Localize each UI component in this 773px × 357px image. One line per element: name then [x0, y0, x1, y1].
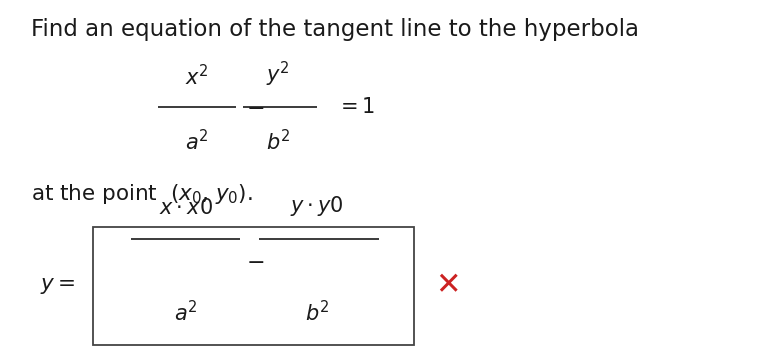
Text: $y^2$: $y^2$	[267, 60, 290, 89]
Text: $b^2$: $b^2$	[266, 129, 291, 154]
Text: at the point  ($x_0$, $y_0$).: at the point ($x_0$, $y_0$).	[31, 182, 253, 206]
Text: ✕: ✕	[436, 271, 461, 300]
Text: $x \cdot x0$: $x \cdot x0$	[158, 198, 213, 218]
Text: $-$: $-$	[246, 251, 264, 271]
Text: $y =$: $y =$	[40, 276, 76, 296]
Text: $x^2$: $x^2$	[186, 64, 209, 89]
Text: Find an equation of the tangent line to the hyperbola: Find an equation of the tangent line to …	[31, 18, 639, 41]
Text: $b^2$: $b^2$	[305, 300, 329, 325]
Text: $y \cdot y0$: $y \cdot y0$	[290, 194, 344, 218]
Text: $a^2$: $a^2$	[174, 300, 197, 325]
Text: $= 1$: $= 1$	[336, 97, 375, 117]
Text: $a^2$: $a^2$	[186, 129, 209, 154]
Text: $-$: $-$	[246, 97, 264, 117]
